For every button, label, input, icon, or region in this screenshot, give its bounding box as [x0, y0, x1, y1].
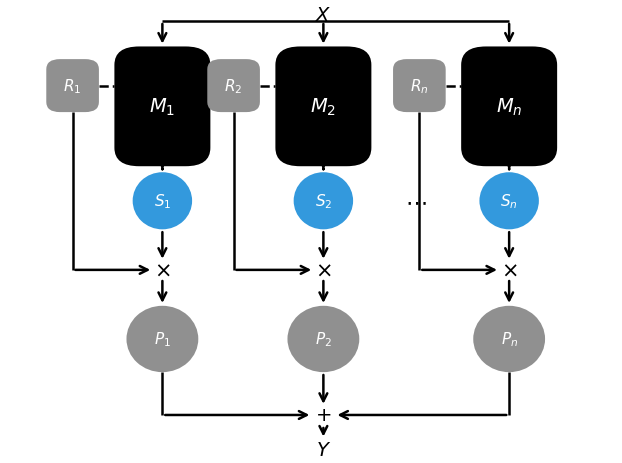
Text: $S_{n}$: $S_{n}$	[500, 192, 518, 211]
Text: $S_{1}$: $S_{1}$	[154, 192, 171, 211]
Text: $P_{1}$: $P_{1}$	[154, 330, 171, 349]
Ellipse shape	[287, 306, 360, 372]
Ellipse shape	[126, 306, 198, 372]
Text: $M_{1}$: $M_{1}$	[149, 96, 175, 118]
Text: $R_{2}$: $R_{2}$	[225, 77, 243, 96]
Text: $S_{2}$: $S_{2}$	[315, 192, 332, 211]
Text: $M_{2}$: $M_{2}$	[310, 96, 337, 118]
Text: $\times$: $\times$	[154, 260, 170, 280]
FancyBboxPatch shape	[46, 60, 99, 113]
Ellipse shape	[294, 173, 353, 230]
Text: $\cdots$: $\cdots$	[406, 191, 427, 211]
Text: $Y$: $Y$	[316, 440, 331, 459]
Text: $P_{2}$: $P_{2}$	[315, 330, 332, 349]
Ellipse shape	[480, 173, 539, 230]
Ellipse shape	[132, 173, 192, 230]
Text: $\times$: $\times$	[315, 260, 332, 280]
Ellipse shape	[473, 306, 545, 372]
FancyBboxPatch shape	[114, 47, 210, 167]
Text: $\times$: $\times$	[501, 260, 518, 280]
FancyBboxPatch shape	[393, 60, 446, 113]
Text: $X$: $X$	[315, 6, 332, 25]
Text: $R_{n}$: $R_{n}$	[410, 77, 429, 96]
Text: $+$: $+$	[315, 406, 332, 425]
Text: $P_{n}$: $P_{n}$	[501, 330, 518, 349]
Text: $R_{1}$: $R_{1}$	[63, 77, 81, 96]
FancyBboxPatch shape	[276, 47, 371, 167]
FancyBboxPatch shape	[461, 47, 557, 167]
Text: $M_{n}$: $M_{n}$	[496, 96, 522, 118]
FancyBboxPatch shape	[207, 60, 260, 113]
